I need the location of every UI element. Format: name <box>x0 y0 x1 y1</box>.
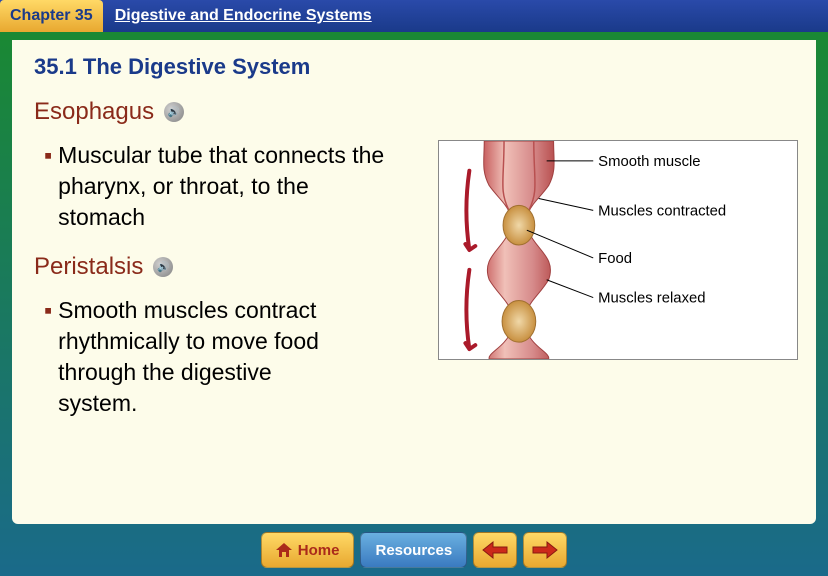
bullet-text: Smooth muscles contract rhythmically to … <box>58 295 344 419</box>
content-area: 35.1 The Digestive System Esophagus ▪ Mu… <box>12 40 816 524</box>
home-label: Home <box>298 542 340 559</box>
bullet-marker: ▪ <box>44 140 52 233</box>
header-bar: Chapter 35 Digestive and Endocrine Syste… <box>0 0 828 32</box>
home-button[interactable]: Home <box>261 532 355 568</box>
arrow-right-icon <box>531 540 559 560</box>
prev-button[interactable] <box>473 532 517 568</box>
topic-esophagus: Esophagus <box>34 98 794 126</box>
bullet-item: ▪ Muscular tube that connects the pharyn… <box>44 140 394 233</box>
chapter-badge: Chapter 35 <box>0 0 103 32</box>
next-button[interactable] <box>523 532 567 568</box>
diagram-label: Food <box>598 251 632 267</box>
slide: Chapter 35 Digestive and Endocrine Syste… <box>0 0 828 576</box>
audio-icon[interactable] <box>164 102 184 122</box>
audio-icon[interactable] <box>153 257 173 277</box>
resources-button[interactable]: Resources <box>360 532 467 568</box>
bullet-text: Muscular tube that connects the pharynx,… <box>58 140 394 233</box>
bullet-item: ▪ Smooth muscles contract rhythmically t… <box>44 295 344 419</box>
topic-label: Esophagus <box>34 98 154 126</box>
diagram-label: Smooth muscle <box>598 154 700 170</box>
topic-label: Peristalsis <box>34 253 143 281</box>
diagram-label: Muscles contracted <box>598 203 726 219</box>
peristalsis-diagram: Smooth muscle Muscles contracted Food Mu… <box>438 140 798 360</box>
bullet-block: ▪ Smooth muscles contract rhythmically t… <box>44 295 344 419</box>
chapter-title: Digestive and Endocrine Systems <box>115 7 372 25</box>
diagram-label: Muscles relaxed <box>598 291 705 307</box>
home-icon <box>276 543 292 557</box>
arrow-left-icon <box>481 540 509 560</box>
resources-label: Resources <box>375 542 452 559</box>
bullet-block: ▪ Muscular tube that connects the pharyn… <box>44 140 394 233</box>
footer-nav: Home Resources <box>0 528 828 572</box>
chapter-label: Chapter 35 <box>10 7 93 25</box>
bullet-marker: ▪ <box>44 295 52 419</box>
section-title: 35.1 The Digestive System <box>34 54 794 80</box>
